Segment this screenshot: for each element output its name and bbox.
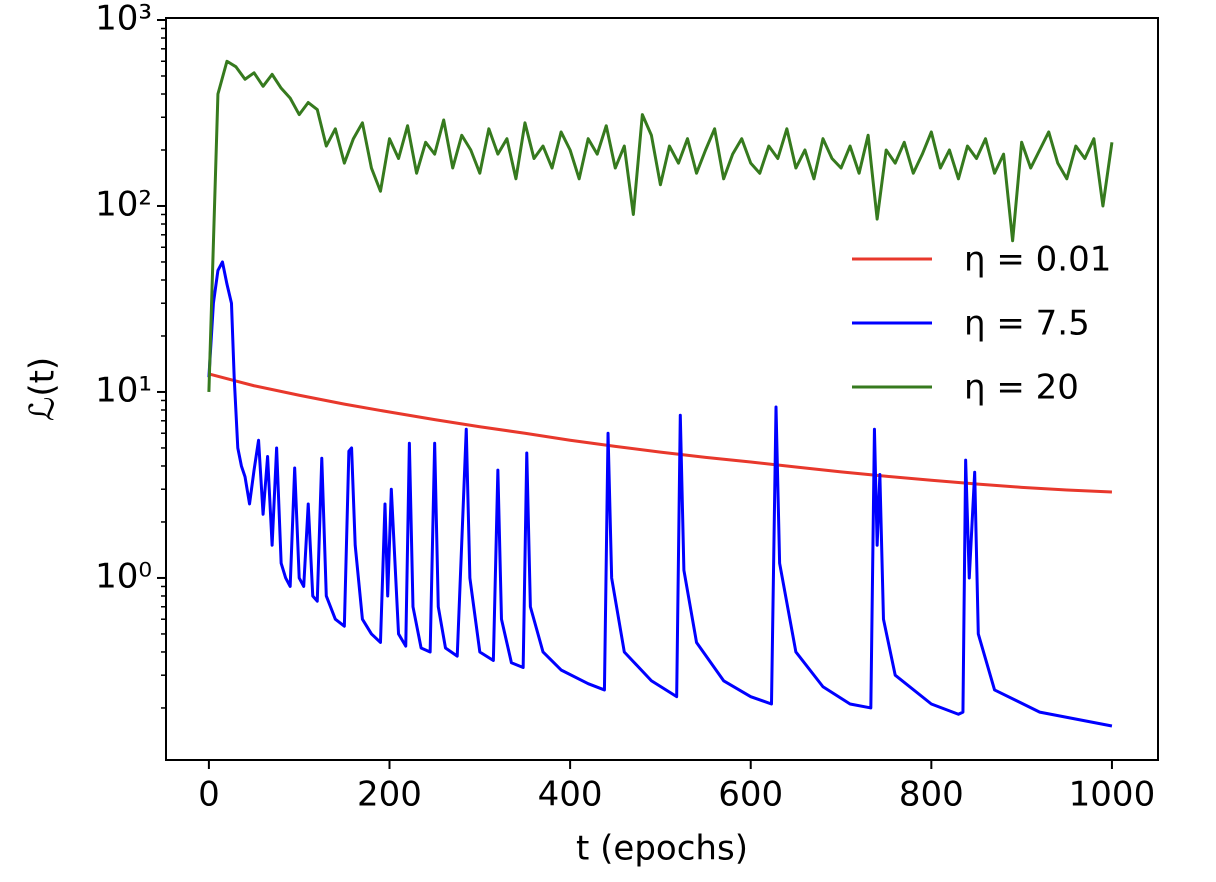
y-tick-label: 10⁰ <box>95 556 152 596</box>
x-tick-label: 0 <box>198 775 220 815</box>
y-tick-label: 10¹ <box>95 370 152 410</box>
x-tick-label: 200 <box>357 775 422 815</box>
x-tick-label: 600 <box>718 775 783 815</box>
y-tick-label: 10³ <box>95 0 152 38</box>
series-line <box>208 372 1113 494</box>
y-tick-label: 10² <box>95 184 152 224</box>
x-tick-label: 800 <box>899 775 964 815</box>
legend-label: η = 20 <box>964 368 1079 408</box>
x-axis-label: t (epochs) <box>576 829 748 869</box>
x-tick-label: 400 <box>538 775 603 815</box>
legend-label: η = 7.5 <box>964 304 1090 344</box>
legend-label: η = 0.01 <box>964 240 1111 280</box>
y-axis-label: ℒ(t) <box>23 357 63 421</box>
series-line <box>207 59 1114 393</box>
plot-frame <box>165 17 1159 761</box>
x-tick-label: 1000 <box>1069 775 1156 815</box>
series-line <box>207 260 1113 728</box>
